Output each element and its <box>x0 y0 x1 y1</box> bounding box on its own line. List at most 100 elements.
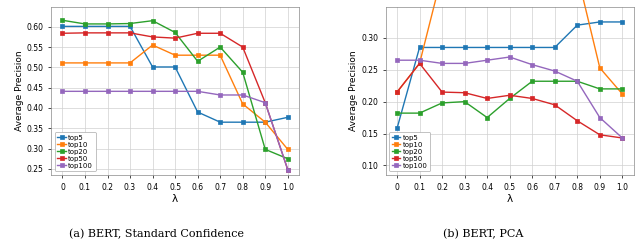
top5 <box>284 116 292 119</box>
top5 <box>59 25 67 28</box>
top50 <box>216 32 224 35</box>
top20 <box>239 71 246 74</box>
top20 <box>438 102 446 104</box>
top5 <box>172 66 179 69</box>
top20 <box>506 97 513 100</box>
top10 <box>104 61 111 64</box>
top50 <box>284 168 292 171</box>
top50 <box>261 101 269 104</box>
top100 <box>59 90 67 93</box>
Line: top50: top50 <box>61 31 289 171</box>
top5 <box>596 20 604 23</box>
Legend: top5, top10, top20, top50, top100: top5, top10, top20, top50, top100 <box>389 132 430 172</box>
top50 <box>59 32 67 35</box>
Line: top100: top100 <box>396 55 624 140</box>
top5 <box>194 111 202 113</box>
top100 <box>104 90 111 93</box>
top20 <box>261 148 269 151</box>
top5 <box>573 24 581 26</box>
top50 <box>461 91 468 94</box>
top20 <box>596 87 604 90</box>
top5 <box>461 46 468 49</box>
top10 <box>194 54 202 57</box>
top20 <box>551 80 559 83</box>
top100 <box>573 80 581 83</box>
top100 <box>551 69 559 72</box>
top100 <box>261 101 269 104</box>
Line: top5: top5 <box>61 25 289 124</box>
top50 <box>172 37 179 40</box>
top5 <box>81 25 89 28</box>
top100 <box>194 90 202 93</box>
top50 <box>438 91 446 94</box>
top20 <box>483 116 491 119</box>
top100 <box>393 59 401 62</box>
top50 <box>81 31 89 34</box>
top50 <box>506 94 513 97</box>
top20 <box>393 112 401 115</box>
top5 <box>551 46 559 49</box>
top100 <box>483 59 491 62</box>
top10 <box>393 91 401 94</box>
top50 <box>194 32 202 35</box>
top5 <box>261 121 269 124</box>
top50 <box>416 62 424 65</box>
top20 <box>172 31 179 34</box>
top20 <box>104 22 111 25</box>
Line: top20: top20 <box>396 79 624 119</box>
top50 <box>596 133 604 136</box>
top5 <box>618 20 626 23</box>
top10 <box>216 54 224 57</box>
top20 <box>529 80 536 83</box>
top5 <box>393 127 401 130</box>
Line: top50: top50 <box>396 62 624 140</box>
top100 <box>596 116 604 119</box>
top10 <box>148 43 156 46</box>
X-axis label: λ: λ <box>507 194 513 204</box>
X-axis label: λ: λ <box>172 194 178 204</box>
top100 <box>438 62 446 65</box>
top100 <box>284 168 292 171</box>
top20 <box>81 22 89 25</box>
top100 <box>239 94 246 96</box>
top10 <box>618 93 626 95</box>
top100 <box>126 90 134 93</box>
top5 <box>239 121 246 124</box>
top100 <box>618 137 626 139</box>
top50 <box>573 119 581 122</box>
Y-axis label: Average Precision: Average Precision <box>15 51 24 131</box>
top5 <box>216 121 224 124</box>
top10 <box>59 61 67 64</box>
top20 <box>461 100 468 103</box>
top100 <box>172 90 179 93</box>
top10 <box>126 61 134 64</box>
top20 <box>416 112 424 115</box>
Line: top20: top20 <box>61 18 289 160</box>
top50 <box>483 97 491 100</box>
top50 <box>148 35 156 38</box>
top20 <box>148 19 156 22</box>
top100 <box>216 94 224 96</box>
Text: (a) BERT, Standard Confidence: (a) BERT, Standard Confidence <box>69 228 244 239</box>
top100 <box>416 59 424 62</box>
top100 <box>81 90 89 93</box>
top5 <box>416 46 424 49</box>
top5 <box>506 46 513 49</box>
top10 <box>284 148 292 151</box>
top20 <box>618 87 626 90</box>
top5 <box>483 46 491 49</box>
top50 <box>393 91 401 94</box>
top50 <box>104 31 111 34</box>
top100 <box>461 62 468 65</box>
top100 <box>529 63 536 66</box>
top10 <box>416 62 424 65</box>
top10 <box>81 61 89 64</box>
top20 <box>126 22 134 25</box>
top5 <box>126 25 134 28</box>
top100 <box>506 56 513 59</box>
top10 <box>172 54 179 57</box>
Line: top100: top100 <box>61 90 289 171</box>
top10 <box>261 121 269 124</box>
top10 <box>239 103 246 105</box>
top20 <box>284 157 292 160</box>
